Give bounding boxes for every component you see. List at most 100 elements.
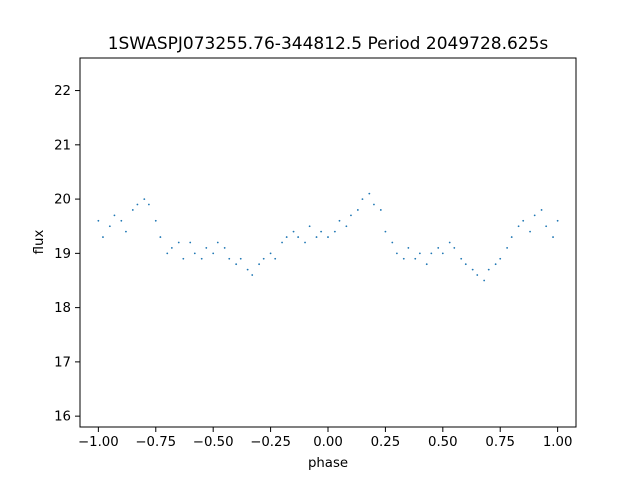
scatter-point (437, 247, 440, 249)
scatter-point (556, 219, 559, 222)
x-axis-label: phase (308, 456, 348, 471)
scatter-point (262, 257, 265, 260)
scatter-point (292, 230, 295, 233)
y-axis-label: flux (32, 230, 47, 255)
scatter-point (361, 198, 364, 200)
scatter-point (430, 252, 433, 255)
scatter-point (391, 241, 394, 244)
scatter-point (510, 236, 513, 238)
x-tick-label: −0.25 (250, 435, 291, 450)
y-tick-label: 16 (54, 410, 71, 425)
x-tick-label: 0.00 (313, 435, 343, 450)
x-tick-label: −0.50 (193, 435, 234, 450)
scatter-point (333, 230, 336, 233)
scatter-point (384, 230, 387, 233)
scatter-point (315, 236, 318, 238)
scatter-point (540, 209, 543, 211)
scatter-point (189, 241, 192, 244)
scatter-point (131, 209, 134, 211)
scatter-point (212, 252, 215, 255)
x-tick-label: 0.25 (371, 435, 401, 450)
scatter-point (166, 252, 169, 255)
scatter-point (345, 225, 348, 228)
scatter-point (113, 214, 116, 217)
y-tick-label: 18 (54, 301, 71, 316)
x-axis: −1.00 −0.75 −0.50 −0.25 0.00 0.25 0.50 0.75 1.00 (78, 427, 572, 450)
y-axis: 16 17 18 19 20 21 22 (54, 84, 80, 425)
scatter-point (285, 236, 288, 238)
scatter-point (356, 209, 359, 211)
scatter-point (425, 263, 428, 266)
scatter-point (304, 241, 306, 244)
scatter-point (494, 263, 497, 266)
scatter-point (97, 219, 100, 222)
scatter-point (108, 225, 111, 228)
scatter-point (281, 241, 283, 244)
scatter-point (274, 257, 277, 260)
scatter-point (269, 252, 272, 255)
y-tick-label: 20 (54, 193, 71, 208)
scatter-point (499, 257, 502, 260)
scatter-point (136, 203, 139, 206)
scatter-point (216, 241, 219, 244)
scatter-point (327, 236, 329, 238)
scatter-point (200, 257, 203, 260)
scatter-point (182, 257, 185, 260)
scatter-point (529, 230, 531, 233)
scatter-point (418, 252, 421, 255)
scatter-point (205, 247, 208, 249)
scatter-point (159, 236, 162, 238)
scatter-point (483, 279, 486, 282)
scatter-point (522, 219, 525, 222)
scatter-point (506, 247, 509, 249)
scatter-point (239, 257, 242, 260)
scatter-point (228, 257, 231, 260)
scatter-point (533, 214, 536, 217)
scatter-point (258, 263, 261, 266)
scatter-point (407, 247, 410, 249)
scatter-point (251, 274, 254, 276)
scatter-point (368, 192, 371, 195)
y-tick-label: 17 (54, 355, 71, 370)
x-tick-label: −0.75 (135, 435, 176, 450)
scatter-point (350, 214, 352, 217)
x-tick-label: 1.00 (543, 435, 573, 450)
scatter-point (414, 257, 417, 260)
scatter-point (552, 236, 554, 238)
scatter-point (102, 236, 104, 238)
scatter-point (125, 230, 127, 233)
scatter-point (193, 252, 196, 255)
scatter-point (460, 257, 463, 260)
scatter-point (373, 203, 375, 206)
scatter-point (464, 263, 467, 266)
scatter-point (154, 219, 157, 222)
scatter-point (471, 268, 474, 271)
scatter-point (297, 236, 300, 238)
scatter-point (448, 241, 451, 244)
scatter-point (177, 241, 180, 244)
scatter-point (143, 198, 146, 200)
scatter-point (402, 257, 405, 260)
scatter-point (441, 252, 444, 255)
scatter-point (308, 225, 311, 228)
scatter-point (545, 225, 548, 228)
scatter-point (476, 274, 479, 276)
scatter-point (379, 209, 382, 211)
scatter-point (487, 268, 490, 271)
x-tick-label: −1.00 (78, 435, 119, 450)
y-tick-label: 21 (54, 138, 71, 153)
scatter-point (320, 230, 323, 233)
scatter-point (235, 263, 238, 266)
x-tick-label: 0.75 (485, 435, 515, 450)
scatter-points (97, 192, 559, 282)
y-tick-label: 22 (54, 84, 71, 99)
scatter-point (338, 219, 341, 222)
scatter-point (246, 268, 249, 271)
y-tick-label: 19 (54, 247, 71, 262)
scatter-point (453, 247, 456, 249)
chart-title: 1SWASPJ073255.76-344812.5 Period 2049728… (108, 34, 549, 54)
scatter-point (223, 247, 226, 249)
scatter-point (147, 203, 150, 206)
